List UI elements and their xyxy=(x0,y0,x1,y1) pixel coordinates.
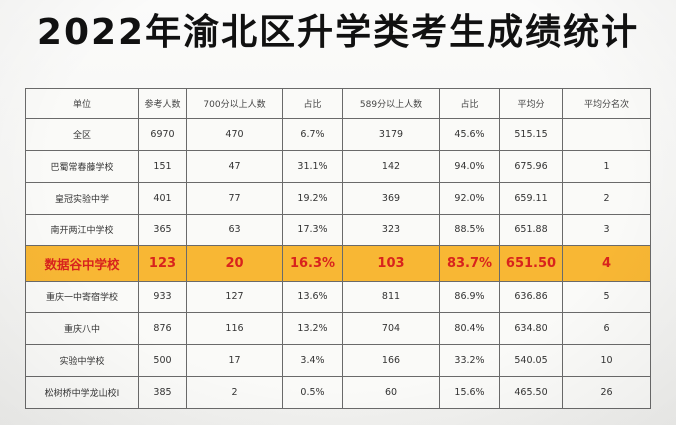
cell-above-700: 470 xyxy=(186,118,283,151)
cell-ratio-589: 33.2% xyxy=(439,344,500,378)
cell-ratio-700: 19.2% xyxy=(282,181,343,215)
header-total: 参考人数 xyxy=(138,88,187,119)
cell-above-589: 60 xyxy=(342,376,440,409)
cell-above-700: 2 xyxy=(186,376,283,409)
cell-ratio-589: 80.4% xyxy=(439,312,500,346)
header-average: 平均分 xyxy=(499,88,563,119)
cell-average: 651.88 xyxy=(499,213,563,247)
cell-name: 实验中学校 xyxy=(25,344,139,378)
cell-rank: 4 xyxy=(562,245,651,282)
table-row: 南开两江中学校 365 63 17.3% 323 88.5% 651.88 3 xyxy=(25,213,651,247)
table-row: 实验中学校 500 17 3.4% 166 33.2% 540.05 10 xyxy=(25,344,651,378)
cell-rank: 2 xyxy=(562,181,651,215)
cell-above-589: 704 xyxy=(342,312,440,346)
header-ratio-589: 占比 xyxy=(439,88,500,119)
cell-rank: 1 xyxy=(562,149,651,183)
cell-total: 401 xyxy=(138,181,187,215)
cell-ratio-700: 17.3% xyxy=(282,213,343,247)
header-average-rank: 平均分名次 xyxy=(562,88,651,119)
header-above-589: 589分以上人数 xyxy=(342,88,440,119)
cell-rank: 5 xyxy=(562,280,651,314)
cell-ratio-700: 6.7% xyxy=(282,118,343,151)
cell-total: 876 xyxy=(138,312,187,346)
cell-above-589: 3179 xyxy=(342,118,440,151)
cell-total: 6970 xyxy=(138,118,187,151)
score-statistics-table: 单位 参考人数 700分以上人数 占比 589分以上人数 占比 平均分 平均分名… xyxy=(25,88,651,409)
cell-average: 540.05 xyxy=(499,344,563,378)
cell-above-589: 369 xyxy=(342,181,440,215)
cell-total: 365 xyxy=(138,213,187,247)
header-unit: 单位 xyxy=(25,88,139,119)
cell-average: 651.50 xyxy=(499,245,563,282)
cell-above-589: 103 xyxy=(342,245,440,282)
cell-rank: 10 xyxy=(562,344,651,378)
table-row: 皇冠实验中学 401 77 19.2% 369 92.0% 659.11 2 xyxy=(25,181,651,215)
cell-above-700: 63 xyxy=(186,213,283,247)
cell-ratio-589: 86.9% xyxy=(439,280,500,314)
cell-above-589: 142 xyxy=(342,149,440,183)
table-row: 重庆一中寄宿学校 933 127 13.6% 811 86.9% 636.86 … xyxy=(25,280,651,314)
table-row: 松树桥中学龙山校Ⅰ 385 2 0.5% 60 15.6% 465.50 26 xyxy=(25,376,651,409)
cell-rank: 26 xyxy=(562,376,651,409)
cell-ratio-700: 31.1% xyxy=(282,149,343,183)
cell-ratio-700: 16.3% xyxy=(282,245,343,282)
cell-average: 515.15 xyxy=(499,118,563,151)
cell-above-589: 811 xyxy=(342,280,440,314)
highlighted-table-row: 数据谷中学校 123 20 16.3% 103 83.7% 651.50 4 xyxy=(25,245,651,282)
table-row: 重庆八中 876 116 13.2% 704 80.4% 634.80 6 xyxy=(25,312,651,346)
cell-ratio-700: 13.6% xyxy=(282,280,343,314)
cell-above-700: 17 xyxy=(186,344,283,378)
cell-above-700: 47 xyxy=(186,149,283,183)
header-ratio-700: 占比 xyxy=(282,88,343,119)
cell-average: 634.80 xyxy=(499,312,563,346)
cell-ratio-700: 0.5% xyxy=(282,376,343,409)
cell-total: 385 xyxy=(138,376,187,409)
cell-ratio-589: 92.0% xyxy=(439,181,500,215)
cell-name: 南开两江中学校 xyxy=(25,213,139,247)
cell-above-700: 77 xyxy=(186,181,283,215)
cell-ratio-589: 83.7% xyxy=(439,245,500,282)
cell-average: 636.86 xyxy=(499,280,563,314)
cell-average: 659.11 xyxy=(499,181,563,215)
cell-name: 皇冠实验中学 xyxy=(25,181,139,215)
cell-name: 重庆一中寄宿学校 xyxy=(25,280,139,314)
cell-ratio-700: 13.2% xyxy=(282,312,343,346)
cell-name: 数据谷中学校 xyxy=(25,245,139,282)
cell-ratio-589: 88.5% xyxy=(439,213,500,247)
header-row: 单位 参考人数 700分以上人数 占比 589分以上人数 占比 平均分 平均分名… xyxy=(25,88,651,119)
cell-average: 675.96 xyxy=(499,149,563,183)
table-row: 全区 6970 470 6.7% 3179 45.6% 515.15 xyxy=(25,118,651,151)
cell-total: 933 xyxy=(138,280,187,314)
cell-above-700: 116 xyxy=(186,312,283,346)
page-title: 2022年渝北区升学类考生成绩统计 xyxy=(36,12,640,53)
cell-name: 松树桥中学龙山校Ⅰ xyxy=(25,376,139,409)
cell-name: 巴蜀常春藤学校 xyxy=(25,149,139,183)
cell-ratio-589: 15.6% xyxy=(439,376,500,409)
cell-rank: 3 xyxy=(562,213,651,247)
cell-above-700: 20 xyxy=(186,245,283,282)
cell-name: 全区 xyxy=(25,118,139,151)
cell-ratio-589: 94.0% xyxy=(439,149,500,183)
cell-rank xyxy=(562,118,651,151)
cell-total: 123 xyxy=(138,245,187,282)
header-above-700: 700分以上人数 xyxy=(186,88,283,119)
cell-ratio-700: 3.4% xyxy=(282,344,343,378)
cell-total: 500 xyxy=(138,344,187,378)
cell-above-589: 166 xyxy=(342,344,440,378)
cell-ratio-589: 45.6% xyxy=(439,118,500,151)
cell-rank: 6 xyxy=(562,312,651,346)
cell-average: 465.50 xyxy=(499,376,563,409)
table-row: 巴蜀常春藤学校 151 47 31.1% 142 94.0% 675.96 1 xyxy=(25,149,651,183)
cell-above-589: 323 xyxy=(342,213,440,247)
cell-total: 151 xyxy=(138,149,187,183)
cell-above-700: 127 xyxy=(186,280,283,314)
cell-name: 重庆八中 xyxy=(25,312,139,346)
